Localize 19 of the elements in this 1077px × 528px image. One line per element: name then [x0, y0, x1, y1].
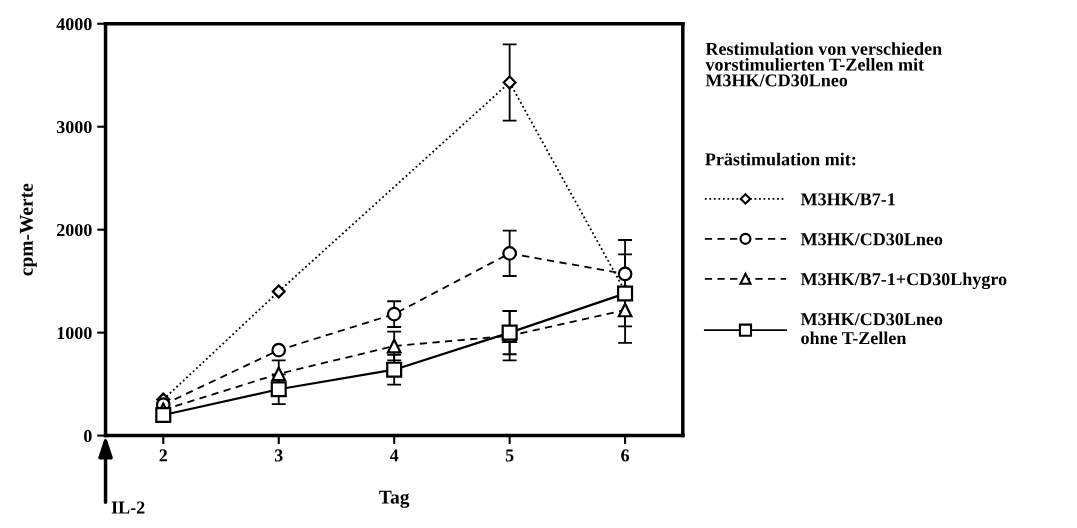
x-tick-label: 6 [621, 449, 630, 462]
legend-label: M3HK/CD30Lneo [800, 233, 943, 246]
x-axis-title: Tag [379, 490, 410, 508]
y-tick-label: 1000 [57, 326, 92, 340]
x-tick-label: 2 [159, 449, 168, 462]
legend-label: M3HK/CD30Lneo ohne T-Zellen [800, 313, 943, 345]
text: Restimulation von verschieden vorstimulierten T-Zellen mit M3HK/CD30Lneo [705, 42, 942, 87]
y-tick-label: 3000 [56, 120, 92, 134]
x-tick-label: 3 [274, 449, 283, 462]
y-tick-label: 4000 [56, 18, 92, 31]
y-axis-title: cpm-Werte [19, 183, 37, 276]
y-tick-label: 2000 [57, 223, 92, 237]
legend-label: M3HK/B7-1 [800, 193, 895, 206]
text: IL-2 [111, 501, 145, 514]
x-tick-label: 4 [389, 449, 399, 462]
legend-title: Prästimulation mit: [705, 152, 856, 166]
y-tick-label: 0 [84, 429, 92, 443]
x-tick-label: 5 [505, 449, 514, 462]
legend-label: M3HK/B7-1+CD30Lhygro [800, 272, 1007, 290]
